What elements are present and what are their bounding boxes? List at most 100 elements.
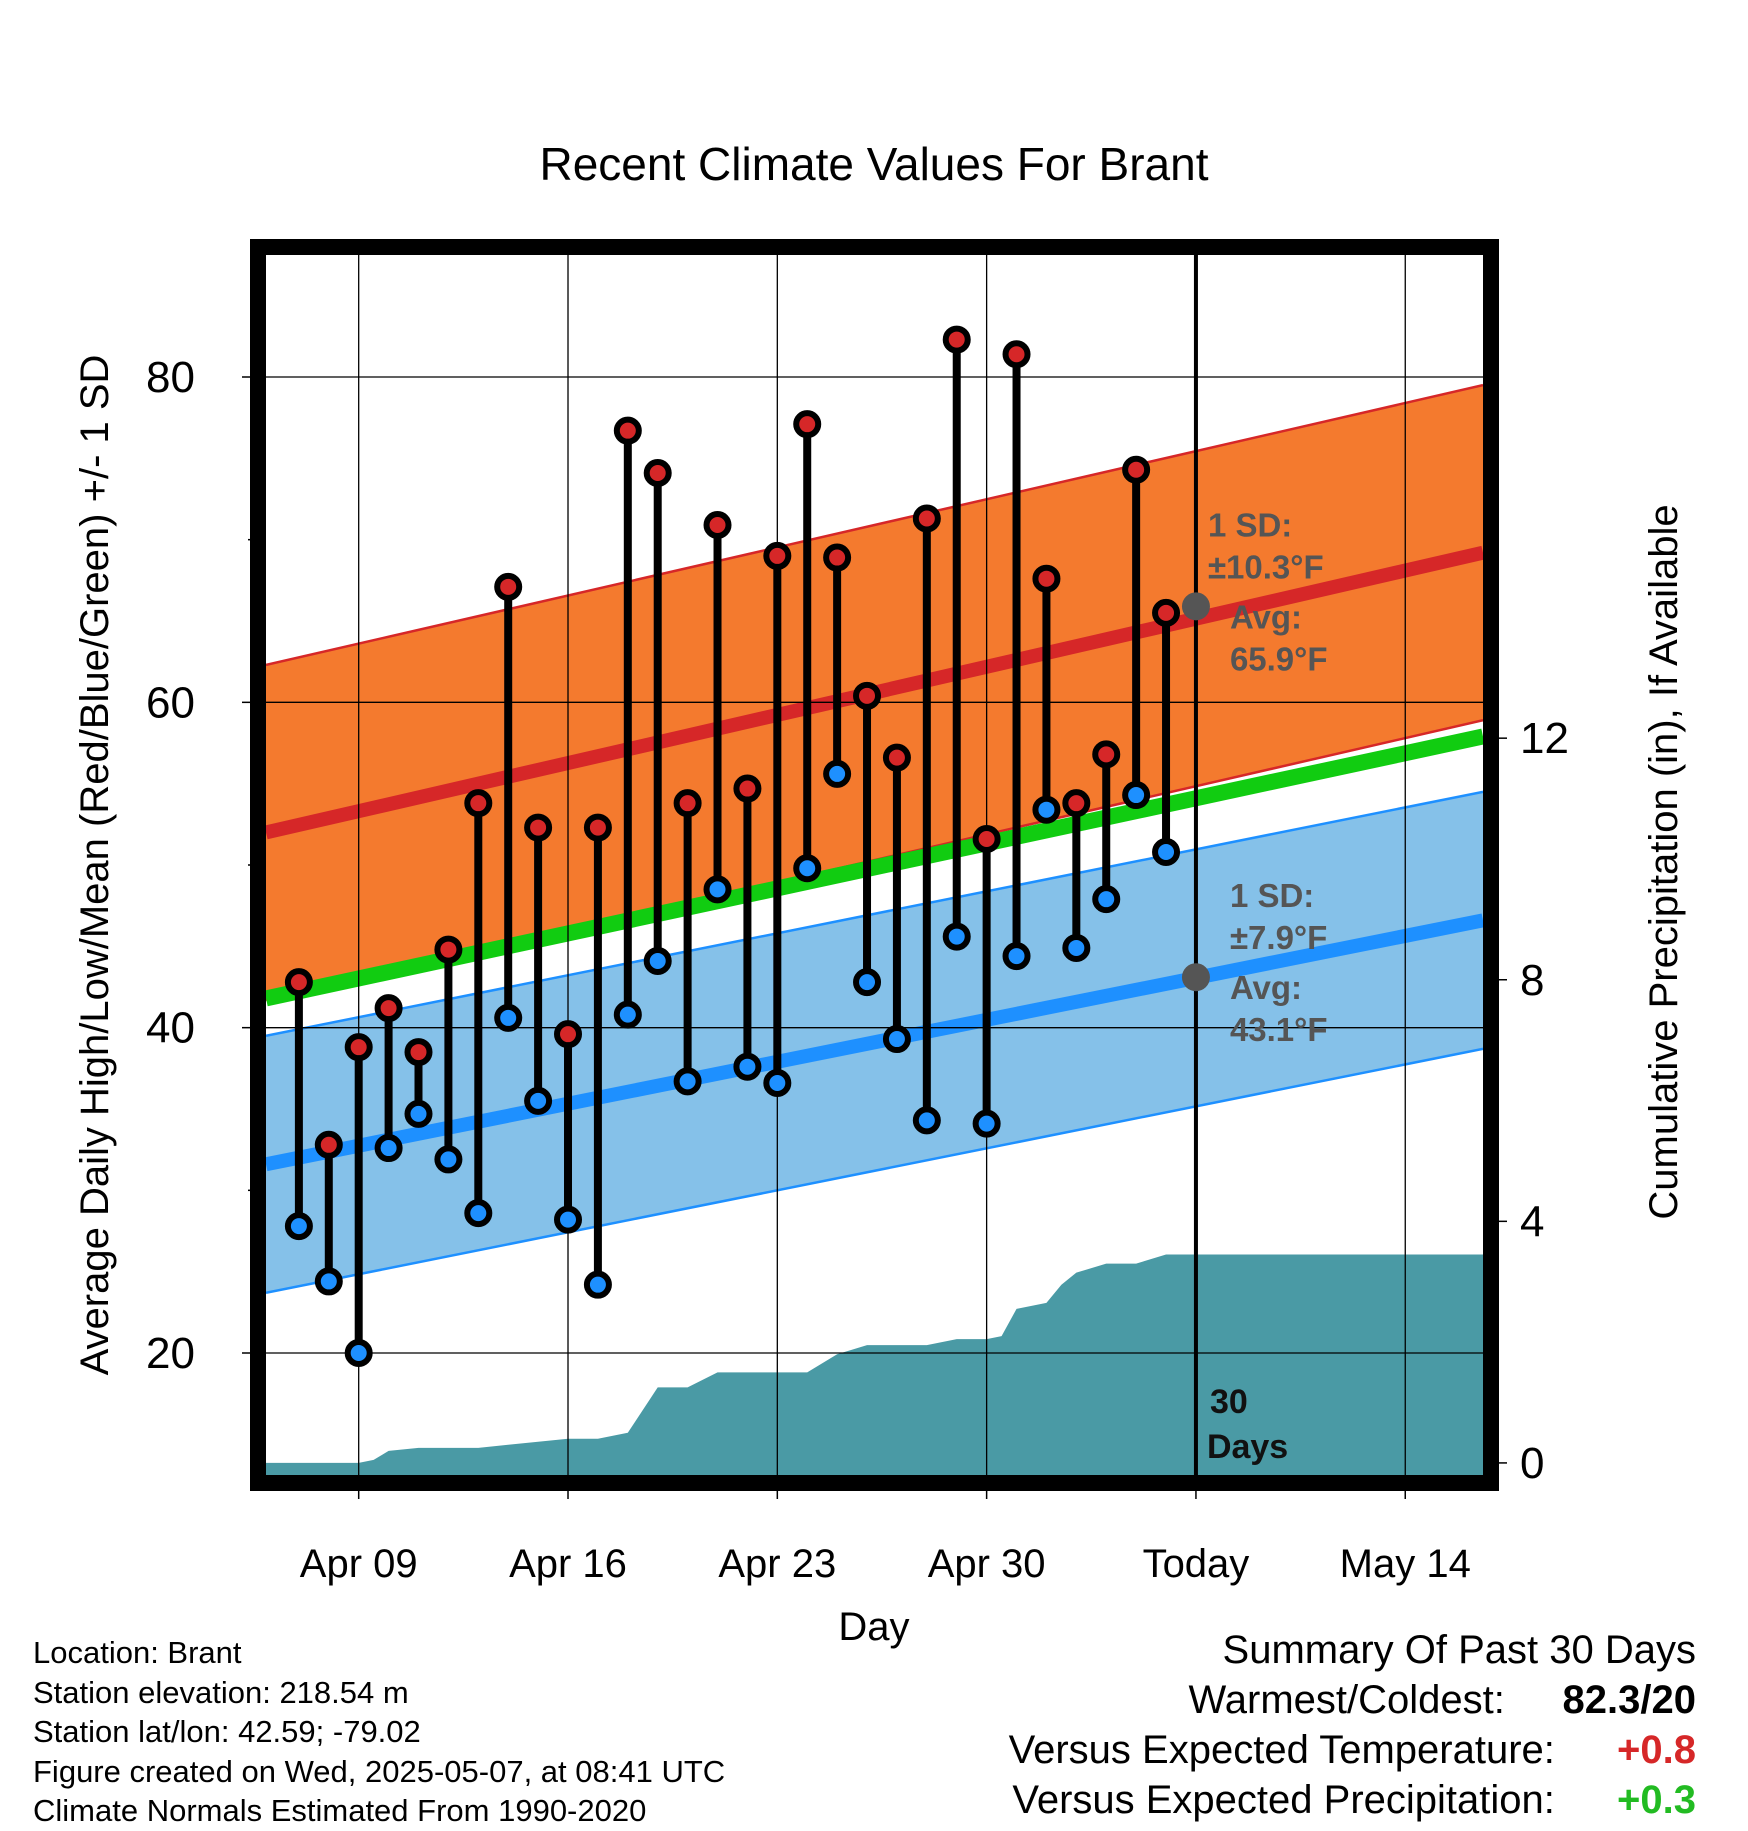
low-point: [464, 1199, 493, 1228]
y2-tick-label: 12: [1520, 714, 1569, 763]
chart-title: Recent Climate Values For Brant: [540, 138, 1209, 190]
high-point: [1122, 455, 1151, 484]
low-point: [314, 1267, 343, 1296]
high-point: [434, 935, 463, 964]
high-avg-label: Avg:: [1230, 598, 1302, 635]
low-point: [763, 1068, 792, 1097]
low-point: [793, 854, 822, 883]
normal-low-upper-sd-line: [266, 790, 1483, 1038]
warmest-coldest-label: Warmest/Coldest:: [1188, 1678, 1505, 1722]
low-point: [1152, 837, 1181, 866]
normal-low-line: [266, 913, 1483, 1172]
high-point: [1032, 564, 1061, 593]
high-avg-value: 65.9°F: [1230, 640, 1328, 677]
y2-tick-label: 4: [1520, 1197, 1544, 1246]
y2-tick-label: 0: [1520, 1439, 1544, 1488]
x-tick-label: Today: [1143, 1542, 1250, 1586]
high-point: [613, 416, 642, 445]
low-point: [1032, 795, 1061, 824]
normal-high-upper-sd-line: [266, 383, 1483, 667]
summary-panel: Summary Of Past 30 Days Warmest/Coldest:…: [1009, 1625, 1696, 1825]
normal-mean-line: [266, 728, 1483, 1007]
low-point: [344, 1339, 373, 1367]
summary-heading: Summary Of Past 30 Days: [1222, 1628, 1696, 1672]
plot-content: [266, 255, 1483, 1475]
x-tick-label: May 14: [1340, 1542, 1471, 1586]
high-point: [1062, 789, 1091, 818]
low-point: [404, 1099, 433, 1128]
y-tick-label: 20: [146, 1329, 195, 1378]
high-point: [344, 1033, 373, 1062]
latlon-text: Station lat/lon: 42.59; -79.02: [33, 1714, 421, 1749]
x-tick-label: Apr 16: [509, 1542, 627, 1586]
low-point: [1122, 781, 1151, 810]
low-point: [703, 875, 732, 904]
high-point: [494, 572, 523, 601]
low-point: [853, 968, 882, 997]
precip-value: +0.3: [1617, 1778, 1696, 1822]
high-point: [554, 1020, 583, 1049]
precip-row: Versus Expected Precipitation: +0.3: [1009, 1775, 1696, 1825]
high-sd-label: 1 SD:: [1208, 506, 1292, 543]
low-point: [912, 1106, 941, 1135]
x-tick-label: Apr 23: [718, 1542, 836, 1586]
elevation-text: Station elevation: 218.54 m: [33, 1674, 409, 1710]
y-axis-title: Average Daily High/Low/Mean (Red/Blue/Gr…: [73, 355, 117, 1376]
warmest-coldest-row: Warmest/Coldest: 82.3/20: [1009, 1675, 1697, 1725]
y-tick-label: 60: [146, 678, 195, 727]
y-tick-label: 80: [146, 353, 195, 402]
low-point: [823, 759, 852, 788]
high-point: [1002, 340, 1031, 369]
temp-value: +0.8: [1617, 1728, 1696, 1772]
low-point: [284, 1212, 313, 1241]
low-point: [1092, 885, 1121, 914]
high-point: [524, 813, 553, 842]
low-point: [942, 922, 971, 951]
high-point: [942, 325, 971, 354]
precip-label: Versus Expected Precipitation:: [1012, 1778, 1555, 1822]
normals-text: Climate Normals Estimated From 1990-2020: [33, 1793, 647, 1828]
low-point: [524, 1086, 553, 1115]
low-point: [374, 1134, 403, 1163]
high-point: [793, 410, 822, 439]
precipitation-area: [266, 1254, 1483, 1475]
window-label-number: 30: [1210, 1383, 1248, 1421]
high-point: [1092, 740, 1121, 769]
low-point: [583, 1270, 612, 1299]
x-tick-label: Apr 09: [300, 1542, 418, 1586]
high-point: [314, 1130, 343, 1159]
high-point: [733, 774, 762, 803]
high-point: [583, 813, 612, 842]
low-sd-label: 1 SD:: [1230, 877, 1314, 914]
high-point: [823, 543, 852, 572]
y-tick-label: 40: [146, 1004, 195, 1053]
low-point: [1002, 942, 1031, 971]
high-point: [673, 789, 702, 818]
normal-low-lower-sd-line: [266, 1047, 1483, 1295]
low-point: [733, 1052, 762, 1081]
high-point: [972, 824, 1001, 853]
low-point: [673, 1067, 702, 1096]
station-info: Location: Brant Station elevation: 218.5…: [33, 1633, 725, 1831]
y2-tick-label: 8: [1520, 956, 1544, 1005]
high-point: [763, 541, 792, 570]
low-point: [972, 1109, 1001, 1138]
low-point: [882, 1025, 911, 1054]
x-axis-title: Day: [838, 1605, 909, 1649]
x-tick-label: Apr 30: [928, 1542, 1046, 1586]
high-point: [912, 504, 941, 533]
low-point: [1062, 933, 1091, 962]
low-point: [643, 946, 672, 975]
high-point: [882, 743, 911, 772]
low-avg-label: Avg:: [1230, 969, 1302, 1006]
high-point: [853, 681, 882, 710]
low-avg-value: 43.1°F: [1230, 1011, 1328, 1048]
high-point: [703, 511, 732, 540]
low-point: [613, 1000, 642, 1029]
warmest-coldest-value: 82.3/20: [1562, 1678, 1696, 1722]
high-point: [404, 1038, 433, 1067]
high-point: [643, 458, 672, 487]
low-point: [554, 1205, 583, 1234]
temp-row: Versus Expected Temperature: +0.8: [1009, 1725, 1696, 1775]
